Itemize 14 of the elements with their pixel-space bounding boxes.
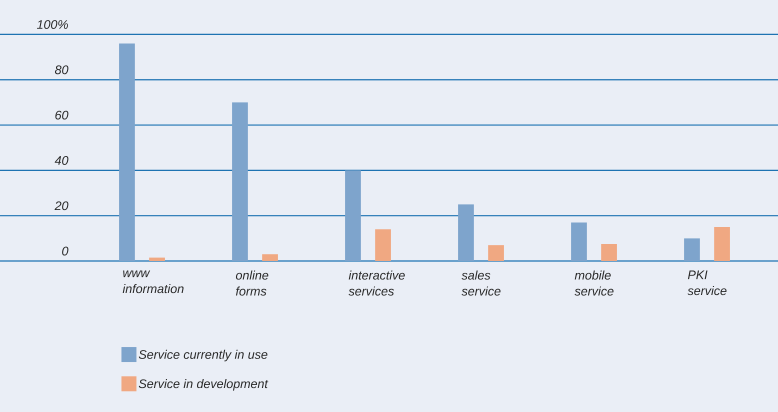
- x-tick-label: online forms: [236, 270, 268, 296]
- y-tick-label: 80: [54, 65, 68, 74]
- x-tick-label: sales service: [462, 270, 501, 296]
- x-tick-label: PKI service: [688, 270, 727, 296]
- y-tick-label: 100%: [36, 20, 68, 29]
- legend-label: Service in development: [138, 379, 268, 391]
- y-tick-label: 60: [55, 110, 68, 120]
- x-tick-label: interactive services: [348, 270, 405, 296]
- y-tick-label: 40: [54, 156, 68, 165]
- y-tick-label: 20: [54, 201, 68, 210]
- x-tick-label: mobile service: [574, 270, 614, 296]
- y-tick-label: 0: [62, 246, 68, 256]
- legend-label: Service currently in use: [138, 350, 268, 362]
- x-tick-label: www information: [122, 270, 184, 294]
